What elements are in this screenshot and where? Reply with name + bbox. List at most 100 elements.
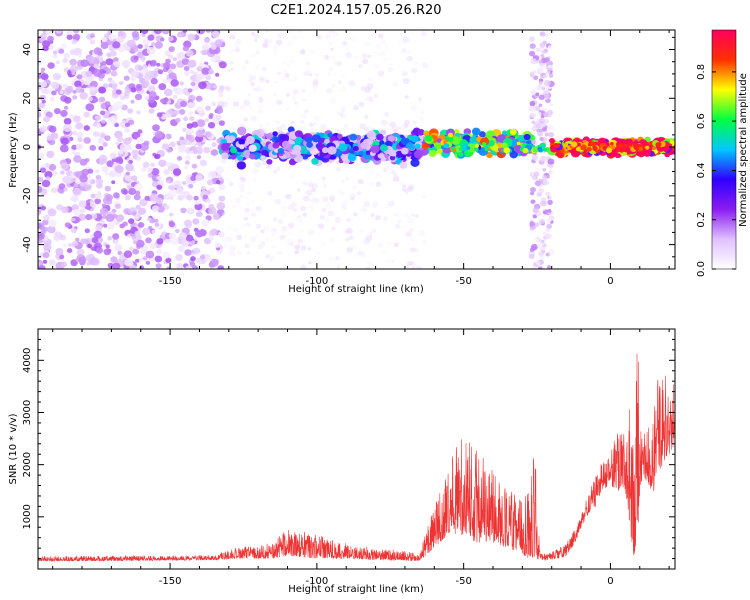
spectrogram-cell [135, 204, 141, 210]
spectrogram-cell [45, 176, 51, 181]
spectrogram-cell [370, 144, 380, 154]
spectrogram-cell [286, 93, 290, 97]
spectrogram-cell [178, 90, 184, 95]
spectrogram-cell [312, 197, 320, 204]
spectrogram-cell [336, 111, 340, 115]
spectrogram-cell [295, 250, 300, 254]
spectrogram-cell [409, 237, 416, 242]
spectrogram-cell [277, 250, 283, 255]
spectrogram-cell [392, 81, 399, 87]
spectrogram-cell [314, 115, 322, 122]
spectrogram-cell [151, 205, 159, 212]
spectrogram-cell [215, 179, 221, 185]
spectrogram-cell [340, 191, 346, 196]
spectrogram-cell [502, 130, 508, 135]
spectrogram-cell [484, 147, 489, 152]
spectrogram-y-axis-label: Frequency (Hz) [8, 112, 19, 188]
spectrogram-cell [142, 80, 150, 87]
spectrogram-cell [602, 145, 607, 150]
spectrogram-cell [327, 210, 335, 217]
spectrogram-cell [405, 231, 413, 238]
spectrogram-cell [40, 88, 47, 94]
spectrogram-cell [375, 181, 382, 187]
spectrogram-cell [138, 65, 144, 71]
spectrogram-cell [300, 112, 307, 119]
spectrogram-cell [628, 142, 633, 147]
spectrogram-cell [250, 82, 255, 87]
spectrogram-cell [163, 88, 173, 97]
spectrogram-cell [73, 183, 79, 188]
spectrogram-cell [130, 87, 137, 93]
spectrogram-cell [592, 146, 598, 151]
spectrogram-cell [230, 154, 237, 160]
spectrogram-cell [128, 159, 133, 165]
spectrogram-cell [66, 248, 73, 254]
spectrogram-cell [168, 54, 174, 60]
spectrogram-cell [382, 57, 388, 63]
spectrogram-cell [63, 117, 72, 125]
spectrogram-cell [304, 109, 309, 113]
spectrogram-cell [413, 149, 424, 159]
spectrogram-cell [363, 124, 368, 129]
spectrogram-cell [303, 70, 310, 77]
spectrogram-cell [320, 242, 326, 247]
spectrogram-cell [183, 165, 189, 170]
spectrogram-cell [72, 33, 81, 41]
spectrogram-cell [179, 136, 185, 141]
spectrogram-cell [84, 228, 91, 234]
spectrogram-cell [93, 230, 103, 239]
spectrogram-cell [383, 168, 388, 172]
spectrogram-cell [275, 39, 283, 46]
spectrogram-cell [123, 137, 132, 145]
spectrogram-cell [76, 248, 85, 256]
spectrogram-cell [100, 158, 107, 164]
spectrogram-cell [131, 175, 138, 181]
snr-y-axis-label: SNR (10 * v/v) [8, 413, 19, 484]
spectrogram-cell [280, 205, 288, 212]
spectrogram-cell [353, 55, 359, 60]
spectrogram-cell [95, 225, 103, 232]
spectrogram-cell [43, 243, 52, 251]
spectrogram-cell [131, 31, 140, 38]
snr-x-axis-label: Height of straight line (km) [288, 584, 424, 595]
spectrogram-cell [357, 179, 364, 185]
spectrogram-cell [358, 101, 365, 107]
spectrogram-cell [74, 80, 82, 88]
spectrogram-cell [48, 219, 57, 228]
spectrogram-cell [123, 75, 130, 81]
spectrogram-cell [163, 193, 171, 200]
spectrogram-cell [83, 111, 90, 118]
spectrogram-y-ticks: -40 -20 0 20 40 [22, 36, 675, 270]
spectrogram-cell [40, 73, 49, 81]
spectrogram-cell [242, 223, 247, 228]
spectrogram-cell [148, 91, 157, 99]
spectrogram-cell [531, 266, 536, 269]
spectrogram-cell [272, 142, 280, 149]
spectrogram-cell [165, 257, 172, 263]
spectrogram-cell [92, 131, 100, 137]
spectrogram-cell [70, 195, 79, 203]
spectrogram-cell [202, 253, 212, 262]
colorbar-tick-label: 0.4 [696, 162, 707, 178]
spectrogram-cell [417, 265, 422, 269]
spectrogram-cell [330, 47, 334, 51]
spectrogram-cell [124, 127, 131, 133]
spectrogram-cell [94, 169, 100, 174]
spectrogram-cell [185, 49, 194, 57]
spectrogram-cell [397, 126, 402, 130]
spectrogram-cell [547, 45, 553, 50]
spectrogram-cell [185, 234, 194, 242]
spectrogram-cell [391, 170, 396, 175]
spectrogram-cell [47, 225, 56, 234]
spectrogram-cell [141, 56, 146, 61]
spectrogram-cell [148, 108, 155, 114]
spectrogram-cell [386, 164, 394, 171]
spectrogram-cell [194, 236, 199, 241]
spectrogram-cell [474, 147, 479, 152]
spectrogram-cell [109, 50, 117, 57]
spectrogram-cell [69, 49, 77, 56]
spectrogram-cell [156, 238, 164, 245]
spectrogram-cell [459, 146, 464, 151]
spectrogram-cell [166, 179, 171, 184]
spectrogram-cell [386, 241, 391, 246]
